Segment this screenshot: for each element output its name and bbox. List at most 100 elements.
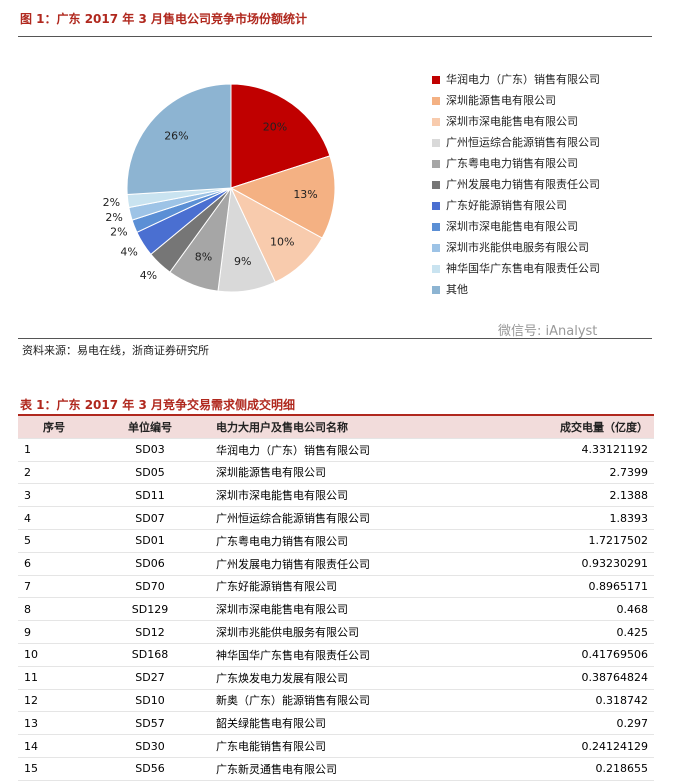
table-cell: SD168 [90, 643, 210, 667]
header-cell: 序号 [18, 413, 90, 439]
legend-swatch [432, 118, 440, 126]
table-row: 7 SD70 广东好能源销售有限公司 0.8965171 [18, 575, 654, 599]
table-row: 5 SD01 广东粤电电力销售有限公司 1.7217502 [18, 529, 654, 553]
table-cell: 0.425 [440, 620, 654, 644]
legend-label: 深圳市深电能售电有限公司 [446, 114, 578, 128]
rule [18, 36, 652, 37]
table-cell: 3 [18, 483, 90, 508]
table-cell: 深圳能源售电有限公司 [210, 461, 440, 485]
table-cell: 0.318742 [440, 689, 654, 713]
table-cell: 深圳市深电能售电有限公司 [210, 483, 440, 508]
table-row: 3 SD11 深圳市深电能售电有限公司 2.1388 [18, 483, 654, 508]
table-row: 1 SD03 华润电力（广东）销售有限公司 4.33121192 [18, 438, 654, 462]
legend-swatch [432, 160, 440, 168]
table-cell: 11 [18, 666, 90, 690]
table-row: 11 SD27 广东焕发电力发展有限公司 0.38764824 [18, 666, 654, 690]
table-cell: 6 [18, 552, 90, 576]
header-cell: 单位编号 [90, 413, 210, 439]
slice-label: 4% [140, 269, 157, 282]
slice-label: 13% [293, 188, 317, 201]
table-cell: 2 [18, 461, 90, 485]
table-cell: SD27 [90, 666, 210, 690]
table-cell: 13 [18, 711, 90, 736]
table-cell: 0.468 [440, 597, 654, 622]
table-cell: 4 [18, 506, 90, 530]
slice-label: 2% [105, 211, 122, 224]
table-cell: 9 [18, 620, 90, 644]
table-cell: SD06 [90, 552, 210, 576]
slice-label: 4% [120, 246, 137, 259]
table-cell: 14 [18, 734, 90, 758]
table-row: 13 SD57 韶关绿能售电有限公司 0.297 [18, 711, 654, 736]
pie-slice [230, 83, 331, 189]
legend-swatch [432, 139, 440, 147]
legend-label: 广东好能源销售有限公司 [446, 198, 567, 212]
table-cell: 广东好能源销售有限公司 [210, 575, 440, 599]
table-cell: 广州发展电力销售有限责任公司 [210, 552, 440, 576]
table-cell: 0.297 [440, 711, 654, 736]
slice-label: 20% [263, 120, 287, 133]
legend-label: 华润电力（广东）销售有限公司 [446, 72, 600, 86]
table-cell: 1.8393 [440, 506, 654, 530]
table-cell: SD07 [90, 506, 210, 530]
table-cell: 深圳市兆能供电服务有限公司 [210, 620, 440, 644]
watermark: 微信号: iAnalyst [498, 324, 598, 339]
table-cell: 0.93230291 [440, 552, 654, 576]
table-cell: SD03 [90, 438, 210, 462]
table-cell: 8 [18, 597, 90, 622]
table-caption: 表 1：广东 2017 年 3 月竞争交易需求侧成交明细 [20, 398, 295, 412]
table-cell: 0.8965171 [440, 575, 654, 599]
slice-label: 9% [234, 255, 251, 268]
table-cell: SD01 [90, 529, 210, 553]
header-cell: 电力大用户及售电公司名称 [210, 413, 440, 439]
source: 资料来源：易电在线，浙商证券研究所 [22, 344, 209, 357]
table-cell: 7 [18, 575, 90, 599]
figure-caption: 图 1：广东 2017 年 3 月售电公司竞争市场份额统计 [20, 12, 307, 26]
table-cell: SD70 [90, 575, 210, 599]
slice-label: 10% [270, 236, 294, 249]
pie-slice [126, 83, 232, 196]
legend-label: 神华国华广东售电有限责任公司 [446, 261, 600, 275]
table-cell: SD129 [90, 597, 210, 622]
table-cell: SD57 [90, 711, 210, 736]
table-cell: SD05 [90, 461, 210, 485]
table-cell: 0.41769506 [440, 643, 654, 667]
table-cell: 1 [18, 438, 90, 462]
table-cell: 2.1388 [440, 483, 654, 508]
table: 序号 单位编号 电力大用户及售电公司名称 成交电量（亿度） 1 SD03 华润电力（广东）销… [18, 413, 654, 781]
legend-label: 深圳市兆能供电服务有限公司 [446, 240, 589, 254]
legend-label: 广东粤电电力销售有限公司 [446, 156, 578, 170]
legend-swatch [432, 244, 440, 252]
table-cell: 韶关绿能售电有限公司 [210, 711, 440, 736]
legend-swatch [432, 181, 440, 189]
slice-label: 2% [103, 196, 120, 209]
table-cell: 5 [18, 529, 90, 553]
legend-label: 深圳能源售电有限公司 [446, 93, 556, 107]
legend-swatch [432, 76, 440, 84]
table-cell: 广东粤电电力销售有限公司 [210, 529, 440, 553]
rule [18, 338, 652, 339]
table-row: 2 SD05 深圳能源售电有限公司 2.7399 [18, 461, 654, 485]
table-row: 14 SD30 广东电能销售有限公司 0.24124129 [18, 734, 654, 758]
table-cell: 广东电能销售有限公司 [210, 734, 440, 758]
table-row: 9 SD12 深圳市兆能供电服务有限公司 0.425 [18, 620, 654, 644]
legend-label: 深圳市深电能售电有限公司 [446, 219, 578, 233]
table-cell: SD30 [90, 734, 210, 758]
legend-swatch [432, 265, 440, 273]
table-cell: SD11 [90, 483, 210, 508]
slice-label: 2% [110, 225, 127, 238]
table-cell: 1.7217502 [440, 529, 654, 553]
legend-swatch [432, 286, 440, 294]
table-row: 10 SD168 神华国华广东售电有限责任公司 0.41769506 [18, 643, 654, 667]
legend-swatch [432, 223, 440, 231]
table-cell: 10 [18, 643, 90, 667]
table-cell: 华润电力（广东）销售有限公司 [210, 438, 440, 462]
table-cell: 12 [18, 689, 90, 713]
legend-label: 广州恒运综合能源销售有限公司 [446, 135, 600, 149]
slice-label: 26% [164, 130, 188, 143]
table-row: 4 SD07 广州恒运综合能源销售有限公司 1.8393 [18, 506, 654, 530]
legend-label: 广州发展电力销售有限责任公司 [446, 177, 600, 191]
table-cell: 0.24124129 [440, 734, 654, 758]
table-row: 8 SD129 深圳市深电能售电有限公司 0.468 [18, 597, 654, 622]
